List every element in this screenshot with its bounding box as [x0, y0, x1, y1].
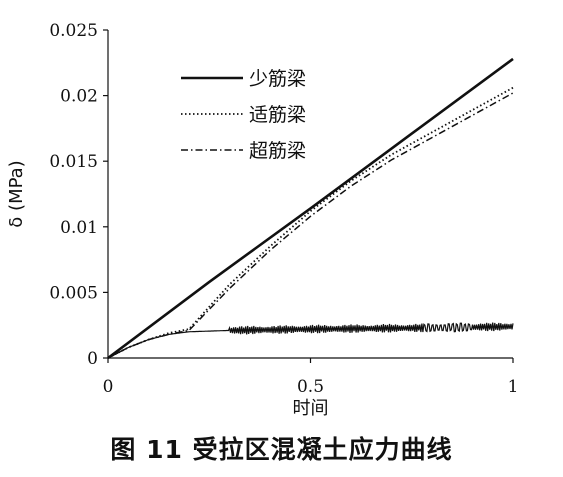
- axes: [107, 30, 513, 359]
- x-tick-label: 0: [103, 377, 114, 397]
- x-tick-labels: 0 0.5 1: [103, 358, 519, 397]
- series-layer: [107, 57, 514, 360]
- y-tick-label: 0.005: [49, 283, 98, 303]
- legend-label: 适筋梁: [249, 104, 306, 126]
- x-tick-label: 1: [508, 377, 519, 397]
- series-line-shaojin: [107, 57, 514, 360]
- legend-label: 少筋梁: [249, 68, 306, 90]
- legend-label: 超筋梁: [249, 140, 306, 162]
- y-axis-label: δ (MPa): [6, 160, 27, 227]
- y-tick-label: 0.02: [60, 87, 98, 107]
- y-tick-label: 0.01: [60, 218, 98, 238]
- series-line-oscillating: [107, 322, 514, 359]
- y-tick-label: 0.025: [49, 21, 98, 41]
- x-axis-label: 时间: [293, 398, 329, 419]
- y-tick-label: 0.015: [49, 152, 98, 172]
- series-line-chaojin: [107, 92, 514, 359]
- x-tick-label: 0.5: [297, 377, 324, 397]
- series-line-shijin: [107, 86, 514, 359]
- y-tick-labels: 0 0.005 0.01 0.015 0.02 0.025: [49, 21, 108, 369]
- figure-caption: 图 11 受拉区混凝土应力曲线: [110, 435, 453, 464]
- y-tick-label: 0: [87, 349, 98, 369]
